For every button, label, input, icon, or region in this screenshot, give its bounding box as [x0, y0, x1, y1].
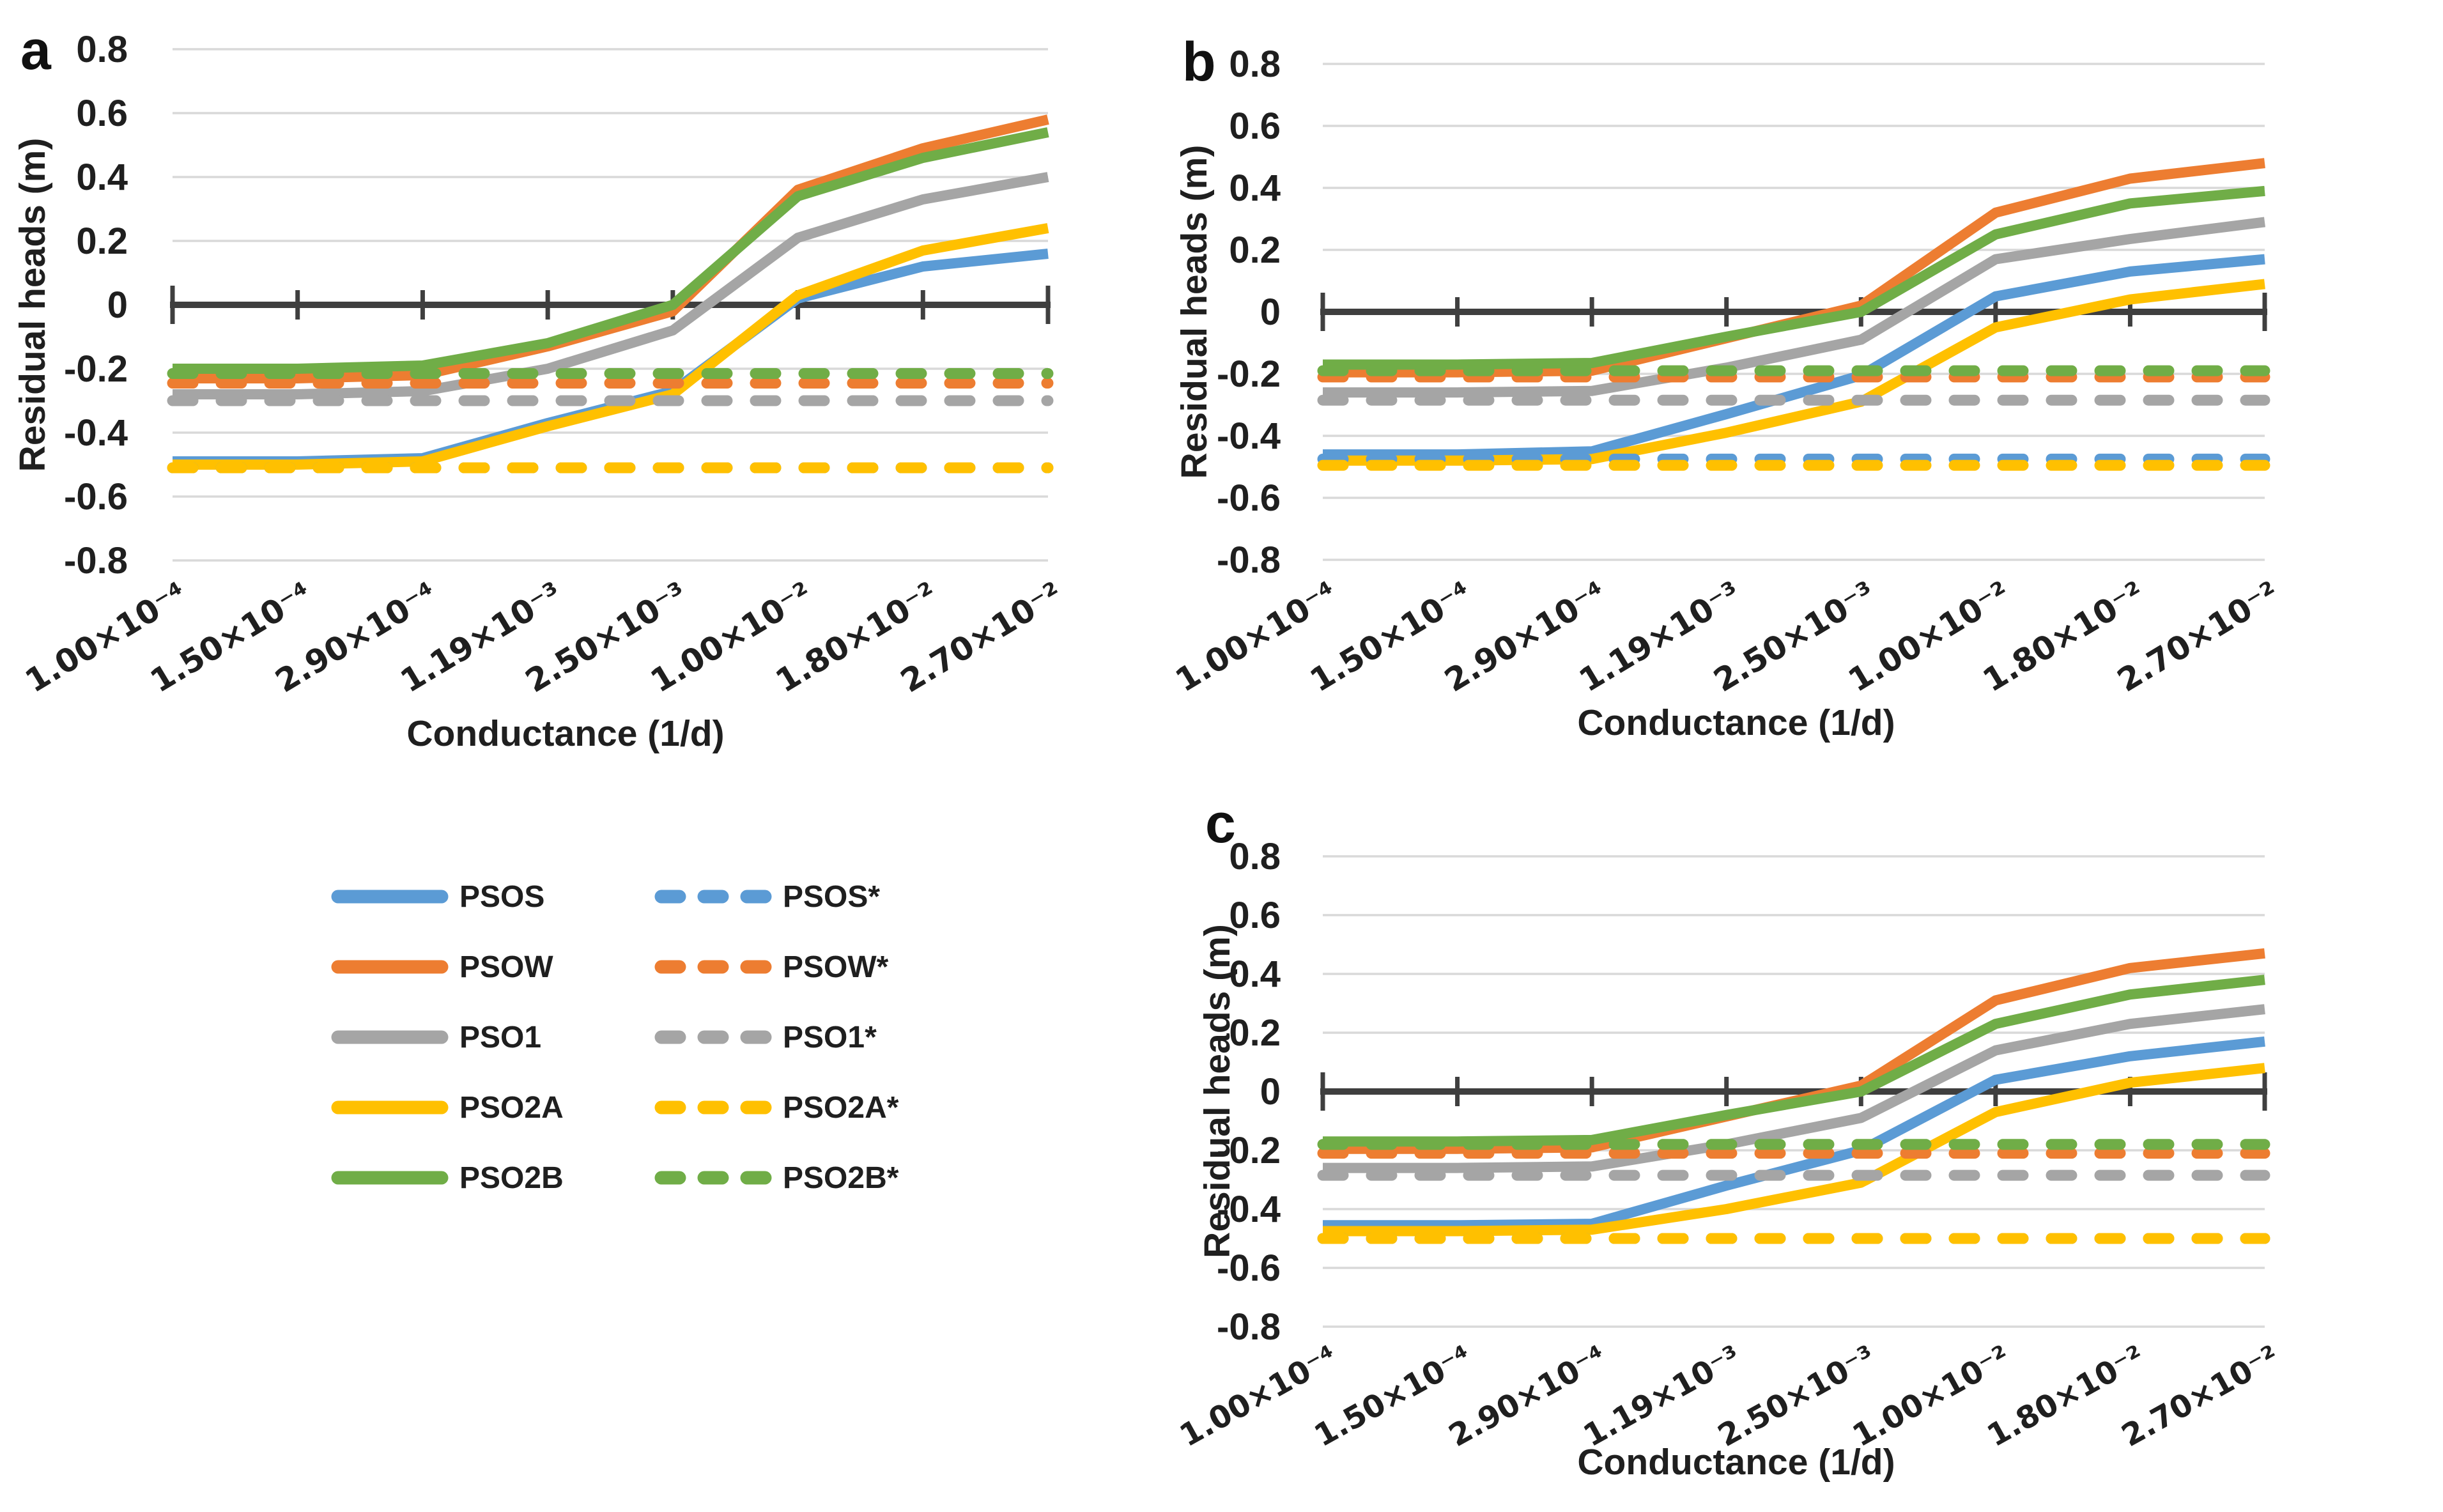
- legend-swatch-dashed-pso1-star: [654, 1030, 772, 1044]
- y-tick-labels-b: 0.8 0.6 0.4 0.2 0 -0.2 -0.4 -0.6 -0.8: [1217, 43, 1281, 581]
- svg-text:-0.2: -0.2: [64, 348, 128, 390]
- panel-b: 0.8 0.6 0.4 0.2 0 -0.2 -0.4 -0.6 -0.8 1.00×10⁻⁴ 1.…: [1168, 14, 2443, 810]
- legend-label-pso2a-star: PSO2A*: [783, 1090, 899, 1125]
- svg-text:0.4: 0.4: [1229, 953, 1281, 995]
- legend-row: PSOW PSOW*: [329, 932, 1000, 1002]
- svg-text:-0.2: -0.2: [1217, 1130, 1281, 1171]
- svg-text:0.8: 0.8: [1229, 836, 1281, 877]
- legend-row: PSOS PSOS*: [329, 861, 1000, 932]
- legend-swatch-solid-psow: [331, 960, 449, 974]
- svg-text:0.6: 0.6: [1229, 105, 1281, 147]
- svg-text:0: 0: [1260, 1071, 1281, 1113]
- x-axis-title-b: Conductance (1/d): [1577, 702, 1895, 743]
- chart-b: 0.8 0.6 0.4 0.2 0 -0.2 -0.4 -0.6 -0.81.00×10⁻⁴1.…: [1169, 31, 2286, 743]
- x-tick-labels-b: 1.00×10⁻⁴1.50×10⁻⁴2.90×10⁻⁴1.19×10⁻³2.50…: [1169, 575, 2286, 700]
- series-PSO2B: [1323, 185, 2265, 370]
- legend-row: PSO2A PSO2A*: [329, 1072, 1000, 1143]
- legend-swatch-solid-pso1: [331, 1030, 449, 1044]
- legend-swatch-solid-psos: [331, 890, 449, 904]
- chart-c: 0.8 0.6 0.4 0.2 0 -0.2 -0.4 -0.6 -0.81.00×10⁻⁴1.…: [1174, 793, 2285, 1483]
- svg-text:-0.6: -0.6: [1217, 477, 1281, 519]
- x-axis-title-a: Conductance (1/d): [406, 713, 724, 754]
- svg-text:0: 0: [1260, 291, 1281, 333]
- svg-text:-0.8: -0.8: [1217, 1306, 1281, 1348]
- y-axis-title-c: Residual heads (m): [1197, 924, 1238, 1258]
- svg-text:0.2: 0.2: [1229, 229, 1281, 271]
- x-axis-title-c: Conductance (1/d): [1577, 1442, 1895, 1483]
- legend-row: PSO1 PSO1*: [329, 1002, 1000, 1072]
- svg-text:0.8: 0.8: [76, 29, 128, 70]
- legend-label-psow-star: PSOW*: [783, 950, 889, 984]
- svg-text:0.2: 0.2: [76, 220, 128, 262]
- svg-text:-0.2: -0.2: [1217, 353, 1281, 395]
- y-axis-title-a: Residual heads (m): [12, 138, 53, 472]
- legend-label-psos: PSOS: [459, 879, 545, 914]
- legend-swatch-solid-pso2a: [331, 1100, 449, 1115]
- svg-text:0.2: 0.2: [1229, 1012, 1281, 1054]
- legend-label-pso1-star: PSO1*: [783, 1020, 877, 1054]
- legend-swatch-solid-pso2b: [331, 1171, 449, 1185]
- x-tick-labels-c: 1.00×10⁻⁴1.50×10⁻⁴2.90×10⁻⁴1.19×10⁻³2.50…: [1174, 1339, 2285, 1454]
- panel-letter-b: b: [1182, 31, 1216, 93]
- svg-text:-0.8: -0.8: [1217, 539, 1281, 581]
- y-axis-title-b: Residual heads (m): [1174, 145, 1215, 479]
- y-tick-labels-c: 0.8 0.6 0.4 0.2 0 -0.2 -0.4 -0.6 -0.8: [1217, 836, 1281, 1348]
- legend-swatch-dashed-pso2b-star: [654, 1171, 772, 1185]
- x-axis-a: [170, 286, 1051, 324]
- series-PSO1: [173, 172, 1049, 399]
- panel-letter-a: a: [20, 20, 52, 81]
- svg-text:-0.4: -0.4: [1217, 1189, 1281, 1230]
- series-PSO2A: [1323, 1063, 2265, 1237]
- panel-a: 0.8 0.6 0.4 0.2 0 -0.2 -0.4 -0.6 -0.8 1.00×10⁻⁴ 1.…: [0, 0, 1150, 799]
- series-PSOW: [1323, 948, 2265, 1154]
- series-PSOS: [173, 249, 1049, 467]
- series-PSO1: [1323, 217, 2266, 398]
- legend-swatch-dashed-psow-star: [654, 960, 772, 974]
- legend-label-pso2a: PSO2A: [459, 1090, 564, 1125]
- legend-label-psos-star: PSOS*: [783, 879, 881, 914]
- legend: PSOS PSOS* PSOW PSOW* PSO1 PSO1* PSO2A P…: [329, 861, 1000, 1213]
- legend-row: PSO2B PSO2B*: [329, 1143, 1000, 1213]
- series-PSOS: [1323, 1036, 2265, 1231]
- svg-text:-0.4: -0.4: [64, 412, 128, 454]
- legend-swatch-dashed-pso2a-star: [654, 1100, 772, 1115]
- svg-text:-0.4: -0.4: [1217, 415, 1281, 457]
- chart-a: 0.8 0.6 0.4 0.2 0 -0.2 -0.4 -0.6 -0.81.00×10⁻⁴1.…: [12, 20, 1069, 754]
- svg-text:-0.6: -0.6: [1217, 1247, 1281, 1289]
- svg-text:0.6: 0.6: [1229, 895, 1281, 936]
- svg-text:-0.8: -0.8: [64, 540, 128, 582]
- series-group-c: [1317, 948, 2270, 1244]
- svg-text:0.6: 0.6: [76, 93, 128, 134]
- svg-text:0.4: 0.4: [1229, 167, 1281, 209]
- legend-label-pso1: PSO1: [459, 1020, 542, 1054]
- svg-text:-0.6: -0.6: [64, 476, 128, 518]
- panel-c: 0.8 0.6 0.4 0.2 0 -0.2 -0.4 -0.6 -0.8 1.00×10⁻⁴ 1.…: [1168, 792, 2443, 1512]
- series-PSO1: [1323, 1004, 2265, 1173]
- legend-label-pso2b-star: PSO2B*: [783, 1161, 899, 1195]
- x-tick-labels-a: 1.00×10⁻⁴1.50×10⁻⁴2.90×10⁻⁴1.19×10⁻³2.50…: [19, 575, 1069, 700]
- svg-text:0: 0: [107, 284, 128, 326]
- svg-text:0.4: 0.4: [76, 157, 128, 198]
- legend-label-psow: PSOW: [459, 950, 553, 984]
- legend-label-pso2b: PSO2B: [459, 1161, 564, 1195]
- panel-letter-c: c: [1205, 793, 1236, 854]
- legend-swatch-dashed-psos-star: [654, 890, 772, 904]
- series-group-a: [167, 114, 1054, 474]
- svg-text:0.8: 0.8: [1229, 43, 1281, 85]
- y-tick-labels-a: 0.8 0.6 0.4 0.2 0 -0.2 -0.4 -0.6 -0.8: [64, 29, 128, 582]
- series-group-b: [1317, 158, 2270, 471]
